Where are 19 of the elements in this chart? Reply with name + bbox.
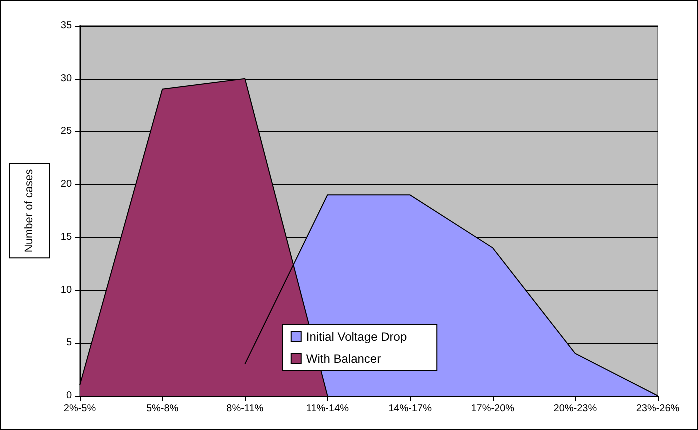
x-tick-label: 14%-17% <box>388 404 432 414</box>
x-tick-label: 20%-23% <box>554 404 598 414</box>
y-tick-label: 10 <box>60 284 72 296</box>
y-axis-title: Number of cases <box>24 168 36 253</box>
y-tick-label: 35 <box>60 20 72 32</box>
x-tick-label: 17%-20% <box>471 404 515 414</box>
x-tick-label: 8%-11% <box>226 404 264 414</box>
x-tick-label: 2%-5% <box>64 404 96 414</box>
y-tick-label: 0 <box>66 390 72 402</box>
y-tick-label: 20 <box>60 179 72 190</box>
y-tick-label: 25 <box>60 126 72 138</box>
legend-label: Initial Voltage Drop <box>306 330 408 344</box>
legend-label: With Balancer <box>306 352 382 366</box>
y-tick-label: 30 <box>60 73 72 84</box>
y-tick-label: 15 <box>60 232 72 243</box>
x-tick-label: 5%-8% <box>146 404 179 414</box>
y-tick-label: 5 <box>66 338 72 349</box>
x-tick-label: 11%-14% <box>306 404 350 414</box>
x-tick-label: 23%-26% <box>636 404 680 414</box>
